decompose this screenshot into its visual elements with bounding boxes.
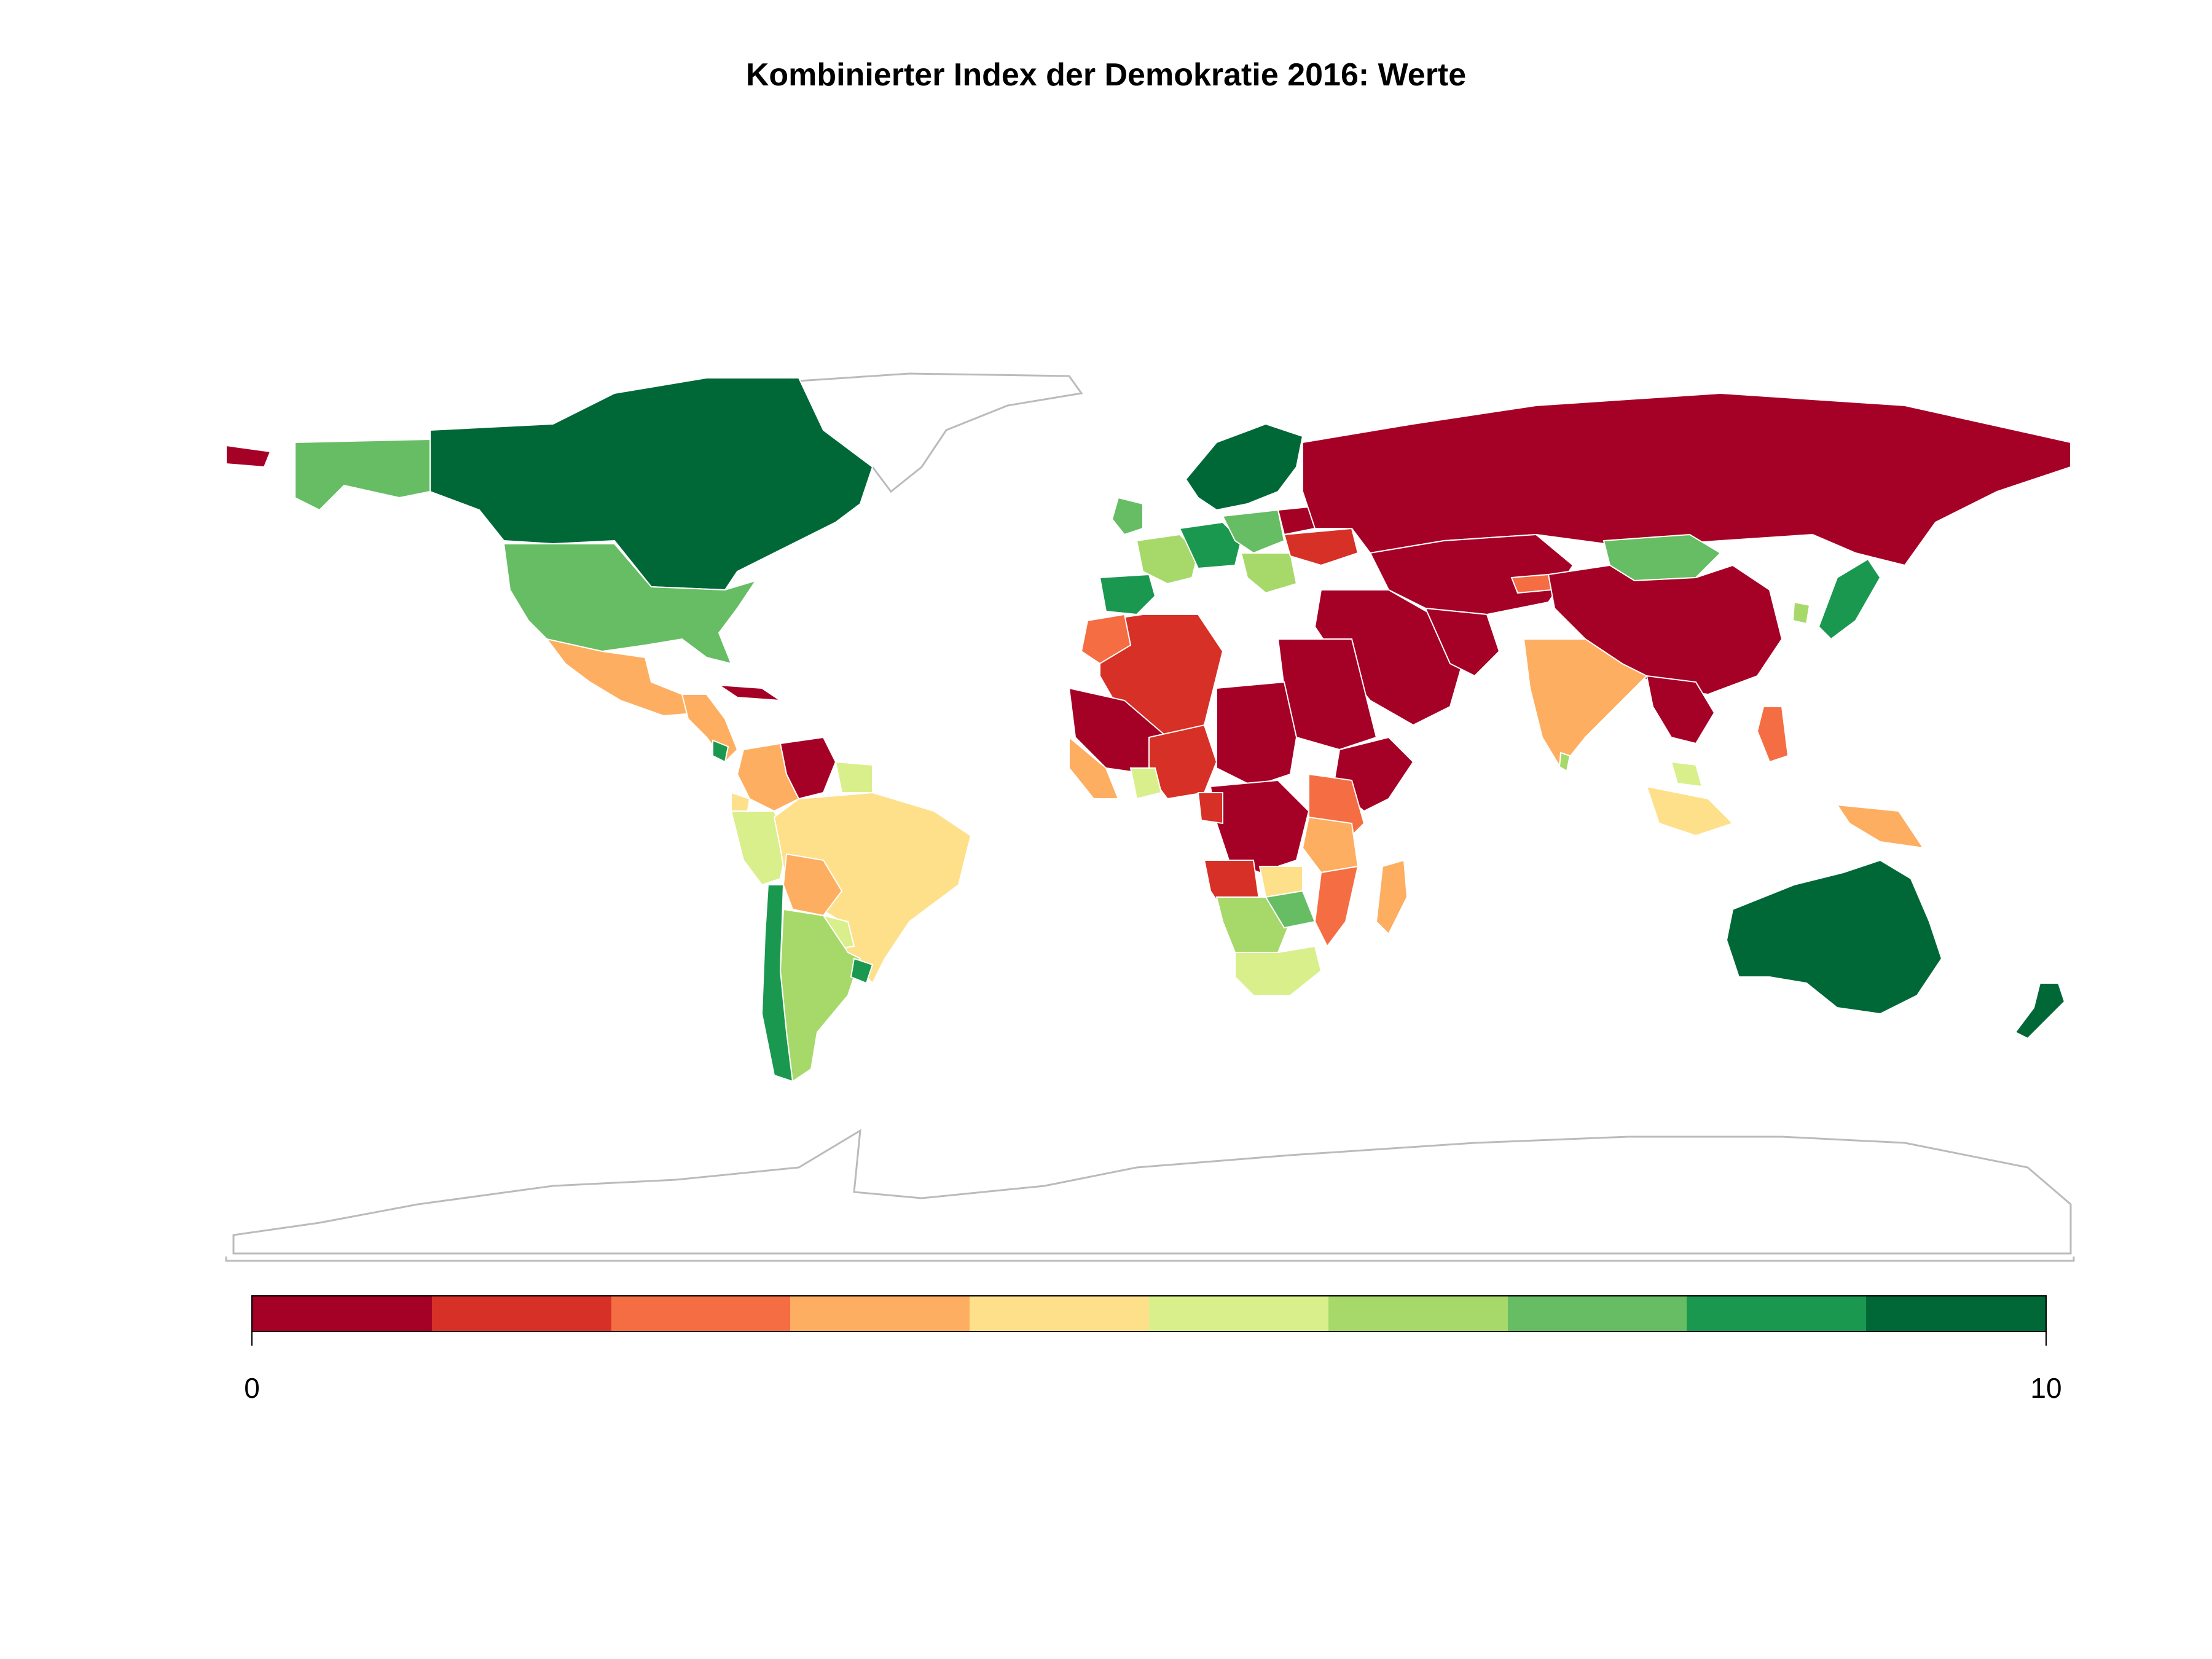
region-iraq-iran	[1424, 607, 1500, 677]
region-alaska	[294, 438, 431, 511]
region-canada	[429, 377, 874, 591]
region-new-zealand	[2014, 982, 2066, 1040]
legend-max-label: 10	[2030, 1372, 2062, 1404]
region-iberia	[1099, 573, 1156, 616]
region-west-coast	[1069, 735, 1120, 799]
region-brazil	[773, 791, 972, 984]
region-tanzania	[1301, 816, 1359, 874]
region-balkans	[1240, 552, 1298, 594]
region-philippines	[1756, 706, 1789, 763]
region-south-africa	[1234, 945, 1322, 996]
legend-swatch	[1328, 1296, 1508, 1331]
legend-tick-min	[251, 1332, 253, 1346]
region-chile	[761, 884, 794, 1083]
region-cuba	[716, 684, 783, 702]
region-central-europe	[1179, 521, 1242, 570]
region-eastern-europe	[1222, 509, 1285, 554]
region-morocco	[1080, 613, 1132, 665]
region-southeast-asia	[1645, 675, 1716, 745]
region-uk	[1111, 496, 1143, 536]
region-costa-rica	[712, 739, 729, 763]
map-frame-bottom	[225, 1257, 2075, 1262]
region-sri-lanka	[1558, 751, 1571, 772]
legend-swatch	[790, 1296, 970, 1331]
region-usa	[503, 543, 758, 665]
region-kyrgyzstan	[1510, 573, 1553, 594]
region-indonesia	[1645, 785, 1734, 837]
legend-tick-max	[2045, 1332, 2047, 1346]
region-scandinavia	[1185, 423, 1304, 511]
region-central-america	[681, 694, 739, 763]
region-australia	[1725, 859, 1943, 1015]
region-zimbabwe	[1265, 890, 1316, 929]
region-venezuela	[779, 736, 837, 800]
region-japan	[1818, 558, 1881, 640]
region-mexico	[545, 638, 708, 717]
region-chad-car	[1216, 681, 1298, 788]
legend-swatch	[611, 1296, 791, 1331]
legend-swatch	[253, 1296, 432, 1331]
region-alaska-west	[226, 444, 272, 468]
legend-swatch	[431, 1296, 611, 1331]
region-russia	[1302, 392, 2071, 567]
legend-swatch	[970, 1296, 1149, 1331]
chart-title: Kombinierter Index der Demokratie 2016: …	[745, 57, 1467, 93]
region-congo	[1209, 779, 1310, 874]
region-india	[1523, 638, 1648, 769]
region-peru	[730, 810, 788, 886]
region-papua	[1835, 804, 1925, 849]
region-uruguay	[850, 957, 874, 984]
region-central-asia	[1369, 533, 1574, 616]
region-korea-south	[1792, 601, 1811, 625]
region-ghana-benin	[1129, 767, 1163, 800]
region-ukraine	[1283, 527, 1359, 567]
legend-min-label: 0	[244, 1372, 260, 1404]
region-western-europe	[1135, 533, 1199, 585]
legend-swatch	[1687, 1296, 1867, 1331]
region-antarctica	[232, 1129, 2072, 1255]
legend-swatch	[1507, 1296, 1687, 1331]
color-legend	[251, 1295, 2047, 1332]
legend-swatch	[1866, 1296, 2045, 1331]
region-guyana	[834, 761, 873, 793]
region-madagascar	[1375, 859, 1408, 935]
legend-swatch	[1148, 1296, 1328, 1331]
region-cameroon-gabon	[1197, 792, 1223, 825]
region-malaysia	[1670, 761, 1703, 788]
region-mozambique	[1314, 865, 1359, 947]
